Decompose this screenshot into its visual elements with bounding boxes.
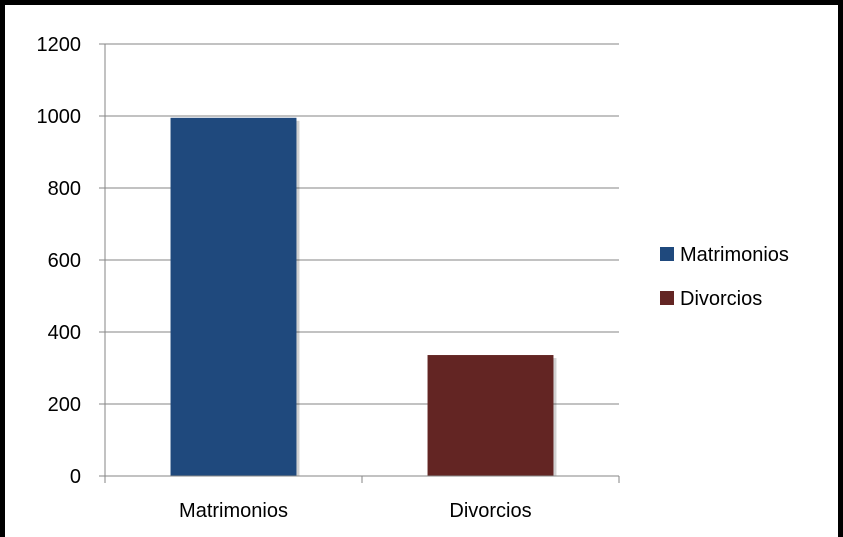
y-tick-label-800: 800	[48, 178, 81, 200]
y-tick-label-0: 0	[70, 466, 81, 488]
bar-matrimonios	[170, 117, 297, 477]
legend-label-matrimonios: Matrimonios	[680, 244, 789, 266]
y-tick-label-400: 400	[48, 322, 81, 344]
y-tick-label-200: 200	[48, 394, 81, 416]
legend: Matrimonios Divorcios	[660, 244, 789, 310]
x-tick-label-divorcios: Divorcios	[449, 500, 531, 522]
tick-labels: 0 200 400 600 800 1000 1200 Matrimonios Divorcio…	[37, 34, 532, 522]
y-tick-label-1200: 1200	[37, 34, 82, 56]
y-tick-label-1000: 1000	[37, 106, 82, 128]
bars	[170, 117, 557, 477]
bar-divorcios	[427, 355, 554, 476]
x-tick-label-matrimonios: Matrimonios	[179, 500, 288, 522]
y-tick-label-600: 600	[48, 250, 81, 272]
legend-swatch-matrimonios	[660, 247, 674, 261]
legend-label-divorcios: Divorcios	[680, 288, 762, 310]
legend-swatch-divorcios	[660, 291, 674, 305]
axes	[99, 43, 620, 483]
